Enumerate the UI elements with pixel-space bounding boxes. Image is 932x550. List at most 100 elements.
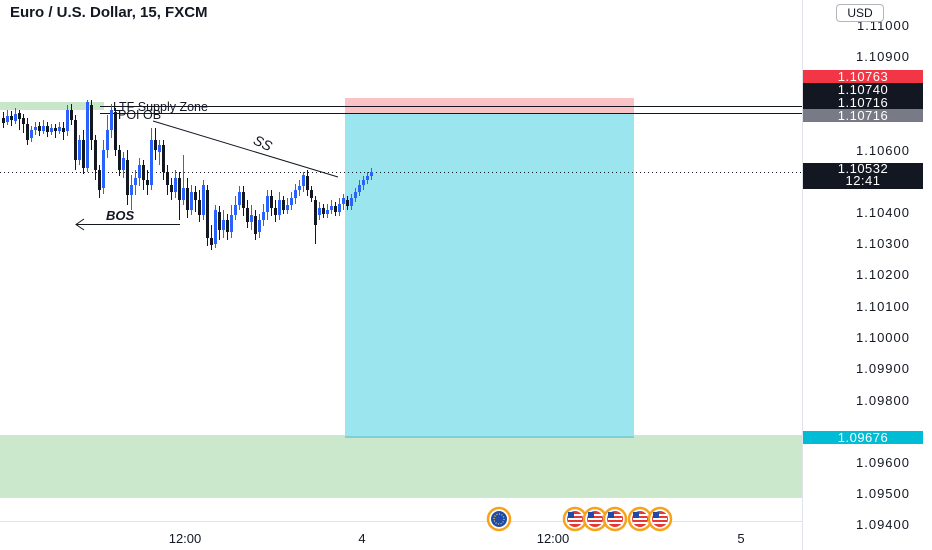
candle-body	[242, 192, 245, 208]
candle-body	[346, 200, 349, 206]
candle-body	[286, 205, 289, 210]
candle-body	[54, 128, 57, 131]
candle-body	[14, 114, 17, 121]
candle-body	[170, 185, 173, 192]
price-axis-label: 1.10200	[856, 267, 910, 282]
candle-body	[334, 206, 337, 212]
candle-body	[138, 165, 141, 178]
price-axis-label: 1.09500	[856, 486, 910, 501]
supply-zone-price-tag: 1.10740	[803, 83, 923, 96]
candle-body	[342, 198, 345, 204]
price-axis-label: 1.09600	[856, 455, 910, 470]
supply-zone-highlight	[0, 102, 104, 110]
candle-body	[318, 208, 321, 215]
candle-body	[210, 238, 213, 245]
candle-body	[74, 120, 77, 160]
candle-body	[90, 105, 93, 140]
stop-loss-zone[interactable]	[345, 98, 634, 113]
us-event-icon[interactable]	[627, 506, 653, 532]
candle-body	[154, 140, 157, 150]
candle-body	[194, 192, 197, 200]
currency-button[interactable]: USD	[836, 4, 884, 22]
us-event-icon[interactable]	[647, 506, 673, 532]
price-axis-label: 1.10100	[856, 299, 910, 314]
entry-price-tag: 1.10716	[803, 109, 923, 122]
ss-label: SS	[251, 132, 275, 155]
candle-body	[42, 126, 45, 131]
trend-line[interactable]	[152, 120, 339, 178]
us-event-icon[interactable]	[562, 506, 588, 532]
bos-label: BOS	[106, 208, 135, 223]
candle-body	[270, 196, 273, 208]
price-axis-label: 1.10000	[856, 330, 910, 345]
candle-body	[130, 185, 133, 195]
time-axis-label: 5	[737, 531, 744, 546]
poi-price-tag: 1.10716	[803, 96, 923, 109]
target-price-tag: 1.09676	[803, 431, 923, 444]
candle-body	[290, 198, 293, 205]
us-event-icon[interactable]	[582, 506, 608, 532]
candle-body	[250, 215, 253, 222]
candle-body	[314, 200, 317, 225]
price-axis-label: 1.09800	[856, 393, 910, 408]
candle-body	[50, 128, 53, 132]
price-axis-label: 1.10400	[856, 205, 910, 220]
candle-body	[226, 220, 229, 232]
price-axis-label: 1.09400	[856, 517, 910, 532]
time-axis-label: 12:00	[537, 531, 570, 546]
candles	[2, 100, 373, 250]
candle-body	[34, 127, 37, 130]
candle-body	[294, 190, 297, 198]
eu-event-icon[interactable]	[486, 506, 512, 532]
candle-body	[262, 212, 265, 220]
candle-body	[98, 170, 101, 190]
time-axis-label: 12:00	[169, 531, 202, 546]
candle-body	[350, 198, 353, 206]
us-event-icon[interactable]	[602, 506, 628, 532]
candle-body	[86, 102, 89, 168]
candle-body	[82, 140, 85, 168]
candle-body	[6, 116, 9, 122]
candle-body	[370, 172, 373, 176]
candle-body	[306, 176, 309, 190]
candle-body	[146, 180, 149, 185]
candle-body	[158, 145, 161, 152]
candle-body	[142, 165, 145, 180]
take-profit-zone[interactable]	[345, 113, 634, 438]
candle-body	[298, 186, 301, 190]
candle-body	[70, 110, 73, 120]
candle-body	[282, 200, 285, 210]
candle-body	[174, 178, 177, 192]
candle-body	[258, 220, 261, 232]
candle-body	[166, 172, 169, 185]
demand-zone[interactable]	[0, 435, 802, 498]
candle-body	[278, 200, 281, 215]
candle-body	[126, 160, 129, 195]
candle-body	[330, 206, 333, 210]
chart-title: Euro / U.S. Dollar, 15, FXCM	[10, 4, 208, 21]
candle-body	[238, 192, 241, 205]
candle-body	[134, 178, 137, 185]
candle-body	[254, 216, 257, 234]
supply-zone-label: LTF Supply Zone	[113, 100, 208, 114]
candle-body	[182, 188, 185, 200]
bar-countdown: 12:41	[845, 173, 881, 188]
candle-body	[338, 204, 341, 212]
candle-body	[302, 175, 305, 186]
candle-body	[354, 192, 357, 198]
candle-body	[46, 126, 49, 132]
candle-body	[214, 210, 217, 244]
candle-body	[358, 185, 361, 192]
poi-ob-label: POI OB	[118, 108, 161, 122]
candle-body	[22, 118, 25, 124]
candle-body	[362, 180, 365, 185]
current-price-tag: 1.10532 12:41	[803, 162, 923, 189]
time-axis[interactable]: 12:00 4 12:00 5	[169, 531, 745, 546]
candle-body	[206, 190, 209, 238]
bos-arrowhead	[75, 218, 85, 231]
price-axis-label: 1.10300	[856, 236, 910, 251]
candle-body	[222, 220, 225, 230]
candle-body	[26, 124, 29, 140]
